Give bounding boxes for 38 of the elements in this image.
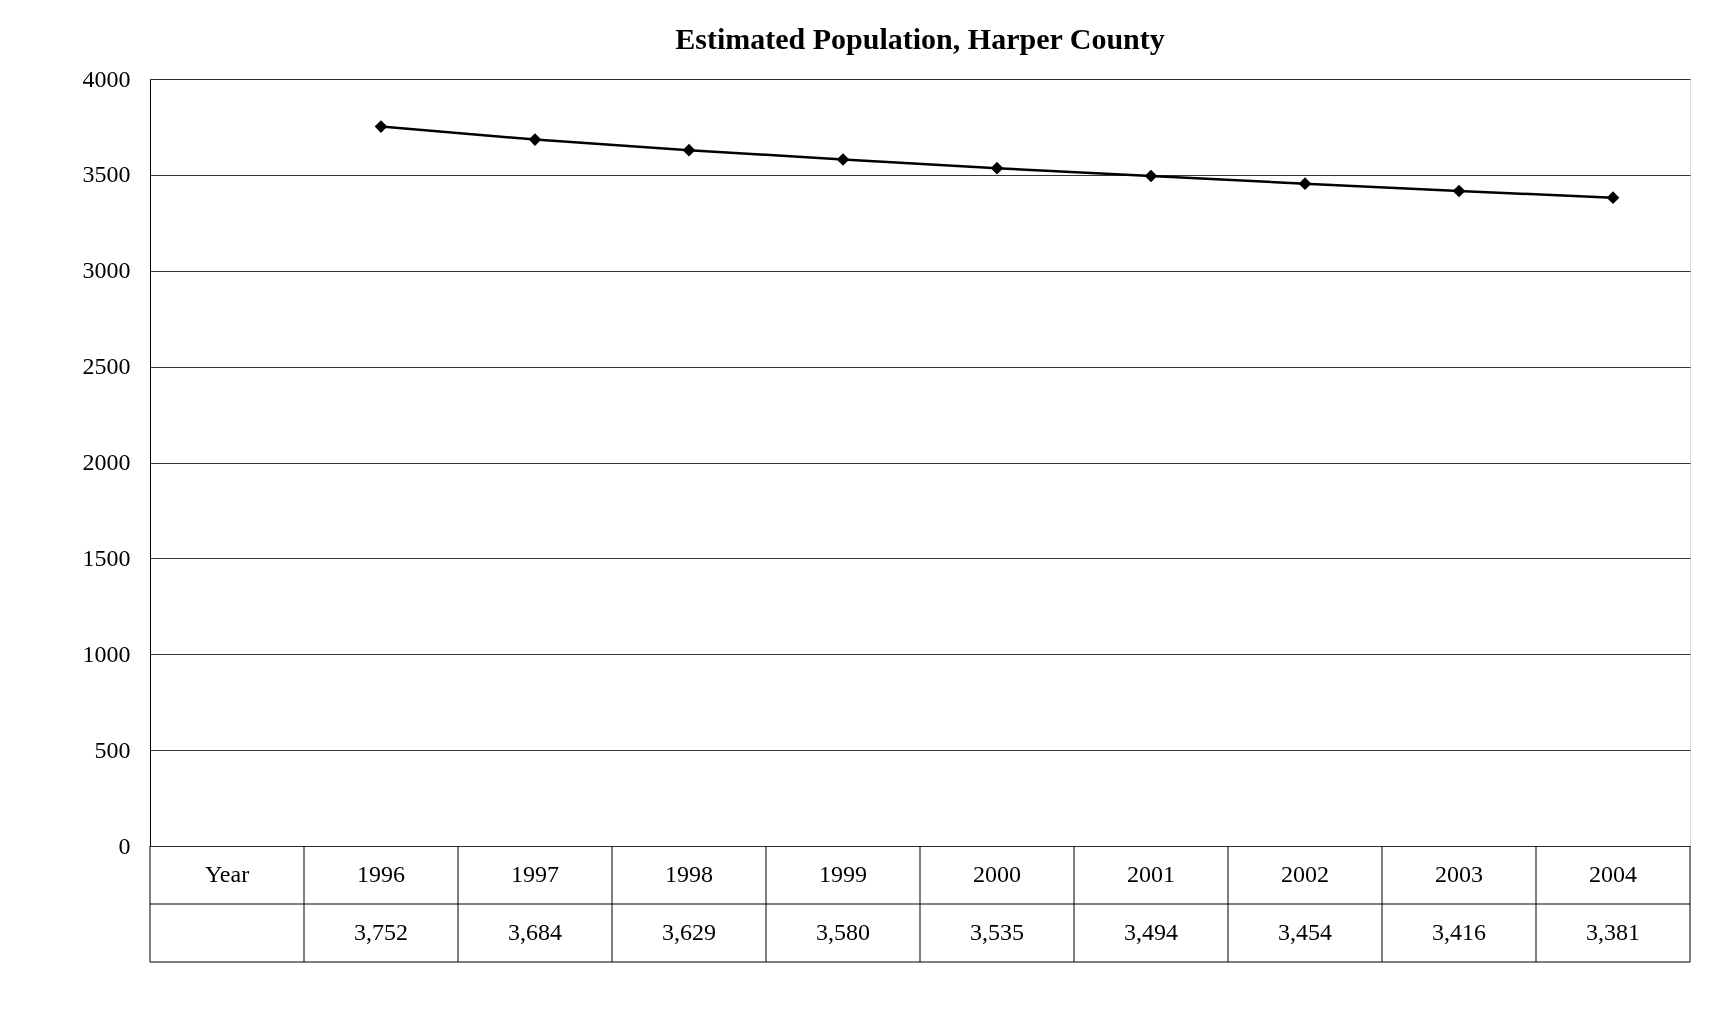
point (1298, 177, 1312, 191)
data-label: 3,416 (1432, 919, 1486, 945)
x-tick-label: 2000 (973, 861, 1021, 887)
data-label: 3,535 (970, 919, 1024, 945)
point (1452, 184, 1466, 198)
data-label: 3,494 (1124, 919, 1178, 945)
point (374, 120, 388, 133)
y-tick-label: 1500 (82, 544, 131, 571)
data-label: 3,580 (816, 919, 870, 945)
y-tick-label: 3000 (82, 257, 131, 284)
y-tick-label: 4000 (82, 65, 131, 92)
y-tick-label: 2500 (82, 353, 131, 380)
data-label: 3,629 (662, 919, 716, 945)
chart-title: Estimated Population, Harper County (675, 22, 1165, 55)
y-tick-label: 1000 (82, 640, 131, 667)
data-label: 3,454 (1278, 919, 1332, 945)
point (1144, 169, 1158, 183)
y-tick-label: 2000 (82, 449, 131, 475)
data-label: 3,381 (1586, 919, 1640, 945)
point (682, 143, 696, 157)
x-tick-label: 2004 (1589, 861, 1637, 887)
y-tick-label: 3500 (82, 161, 131, 188)
x-tick-label: 1998 (665, 861, 713, 887)
point (836, 153, 850, 166)
y-tick-label: 0 (118, 832, 131, 859)
x-tick-label: 1999 (819, 861, 867, 887)
point (528, 133, 542, 146)
x-tick-label: 2002 (1281, 861, 1329, 887)
x-axis-title: Year (204, 861, 250, 887)
x-tick-label: 2001 (1127, 861, 1175, 887)
y-tick-label: 500 (94, 736, 131, 763)
x-tick-label: 1997 (511, 861, 559, 887)
x-tick-label: 2003 (1435, 861, 1483, 887)
data-label: 3,684 (508, 919, 562, 945)
x-tick-label: 1996 (357, 861, 405, 887)
point (990, 161, 1004, 175)
data-label: 3,752 (354, 919, 408, 945)
point (1606, 191, 1620, 205)
